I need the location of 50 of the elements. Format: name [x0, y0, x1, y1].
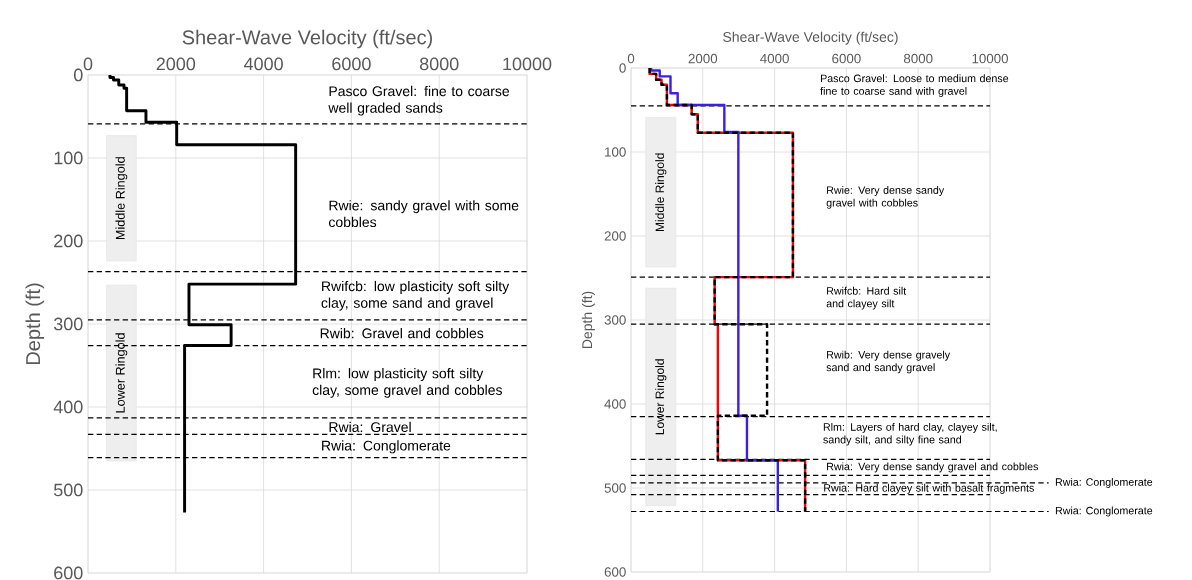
y-tick-label: 200	[54, 234, 83, 248]
band-label: Middle Ringold	[655, 153, 667, 232]
x-tick-label: 4000	[244, 57, 283, 71]
y-tick-label: 600	[54, 566, 83, 580]
y-axis-title: Depth (ft)	[581, 291, 595, 349]
y-tick-label: 500	[604, 483, 626, 493]
annotation: Rwia: Gravel	[329, 421, 411, 433]
y-axis-title: Depth (ft)	[25, 283, 45, 365]
y-tick-label: 400	[604, 399, 626, 409]
x-tick-label: 2000	[688, 53, 718, 64]
x-tick-label: 2000	[156, 57, 196, 71]
annotation: Rwifcb: low plasticity soft silty clay, some sand and gravel	[321, 280, 510, 311]
y-tick-label: 300	[604, 315, 626, 325]
annotation: Rwia: Conglomerate	[322, 440, 451, 454]
y-tick-label: 100	[605, 147, 626, 157]
annotation: Rwib: Very dense gravely sand and sandy gravel	[826, 350, 951, 374]
band-label: Lower Ringold	[115, 333, 128, 413]
annotation: Pasco Gravel: fine to coarse well graded sands	[328, 85, 510, 116]
annotation: Rlm: Layers of hard clay, clayey silt, sandy silt, and silty fine sand	[823, 422, 997, 446]
y-tick-label: 200	[604, 231, 626, 241]
annotation: Rwie: Very dense sandy gravel with cobbles	[826, 186, 945, 209]
x-tick-label: 6000	[332, 57, 371, 71]
x-tick-label: 4000	[760, 53, 789, 64]
ref-line-label: Rwia: Conglomerate	[1055, 477, 1153, 488]
ref-line-label: Rwia: Conglomerate	[1055, 506, 1153, 517]
y-tick-label: 300	[53, 317, 83, 331]
y-tick-label: 400	[53, 400, 83, 414]
y-tick-label: 600	[604, 567, 626, 577]
x-tick-label: 6000	[832, 53, 861, 64]
x-axis-title: Shear-Wave Velocity (ft/sec)	[723, 31, 898, 45]
annotation: Rwifcb: Hard silt and clayey silt	[826, 286, 907, 310]
annotation: Rwia: Hard clayey silt with basalt fragments	[824, 483, 1034, 494]
x-tick-label: 8000	[419, 57, 459, 71]
y-tick-label: 0	[74, 68, 83, 82]
annotation: Rlm: low plasticity soft silty clay, some gravel and cobbles	[312, 368, 502, 398]
line-series	[649, 66, 780, 513]
band-label: Lower Ringold	[655, 359, 667, 435]
annotation: Rwib: Gravel and cobbles	[320, 327, 484, 339]
x-tick-label: 10000	[972, 53, 1009, 64]
annotation: Rwie: sandy gravel with some cobbles	[328, 200, 519, 228]
x-tick-label: 0	[627, 53, 635, 64]
x-axis-title: Shear-Wave Velocity (ft/sec)	[182, 29, 433, 49]
y-tick-label: 500	[53, 483, 83, 497]
y-tick-label: 100	[54, 151, 83, 165]
x-tick-label: 0	[83, 57, 93, 71]
annotation: Pasco Gravel: Loose to medium dense fine to coarse sand with gravel	[820, 74, 1009, 97]
annotation: Rwia: Very dense sandy gravel and cobbles	[827, 462, 1039, 473]
band-label: Middle Ringold	[115, 157, 128, 240]
x-tick-label: 8000	[903, 53, 933, 64]
x-tick-label: 10000	[503, 57, 552, 71]
